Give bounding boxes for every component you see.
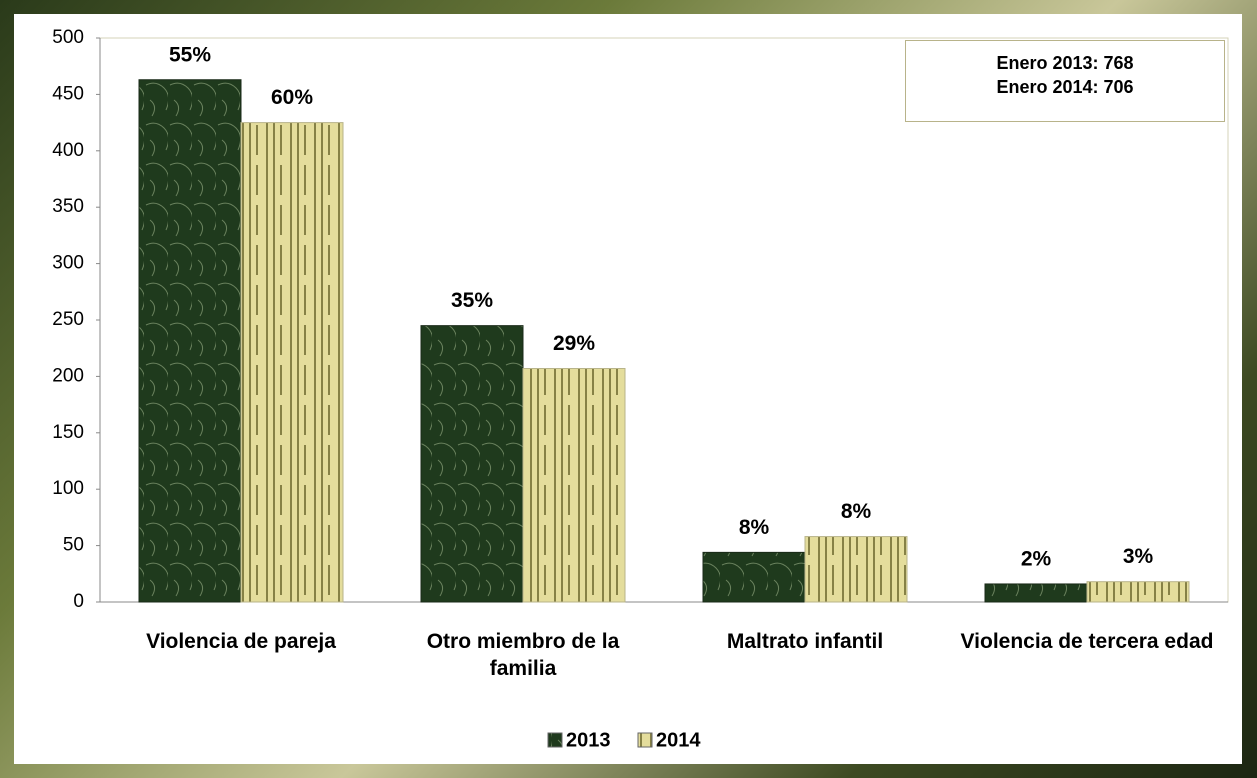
bar — [702, 551, 806, 603]
data-label: 3% — [1123, 545, 1154, 568]
bar — [984, 583, 1088, 603]
legend-swatch — [547, 732, 563, 748]
data-label: 55% — [169, 43, 211, 66]
x-tick-label: Violencia de pareja — [146, 630, 336, 653]
y-tick-label: 50 — [63, 535, 84, 556]
y-tick-label: 300 — [52, 253, 84, 274]
y-tick-label: 500 — [52, 27, 84, 48]
y-tick-label: 150 — [52, 422, 84, 443]
annotation: Enero 2014: 706 — [996, 77, 1134, 97]
y-tick-label: 400 — [52, 140, 84, 161]
y-tick-label: 250 — [52, 309, 84, 330]
bar — [420, 325, 524, 603]
y-tick-label: 350 — [52, 196, 84, 217]
x-tick-label: Maltrato infantil — [726, 630, 884, 653]
legend-label: 2014 — [656, 729, 701, 751]
bar — [804, 536, 908, 603]
data-label: 60% — [271, 86, 313, 109]
x-tick-label: Otro miembro de la familia — [426, 630, 620, 680]
y-tick-label: 100 — [52, 478, 84, 499]
y-tick-label: 0 — [73, 591, 84, 612]
bar — [138, 79, 242, 603]
data-label: 29% — [553, 332, 595, 355]
legend-label: 2013 — [566, 729, 611, 751]
legend-swatch — [637, 732, 653, 748]
x-tick-label: Violencia de tercera edad — [960, 630, 1214, 653]
bar — [240, 122, 344, 603]
data-label: 8% — [739, 516, 770, 539]
bar — [1086, 581, 1190, 603]
annotation: Enero 2013: 768 — [996, 53, 1134, 73]
bar — [522, 368, 626, 603]
annotation-box: Enero 2013: 768 Enero 2014: 706 — [905, 40, 1225, 122]
y-tick-label: 200 — [52, 365, 84, 386]
data-label: 2% — [1021, 547, 1052, 570]
data-label: 8% — [841, 500, 872, 523]
y-tick-label: 450 — [52, 83, 84, 104]
data-label: 35% — [451, 289, 493, 312]
